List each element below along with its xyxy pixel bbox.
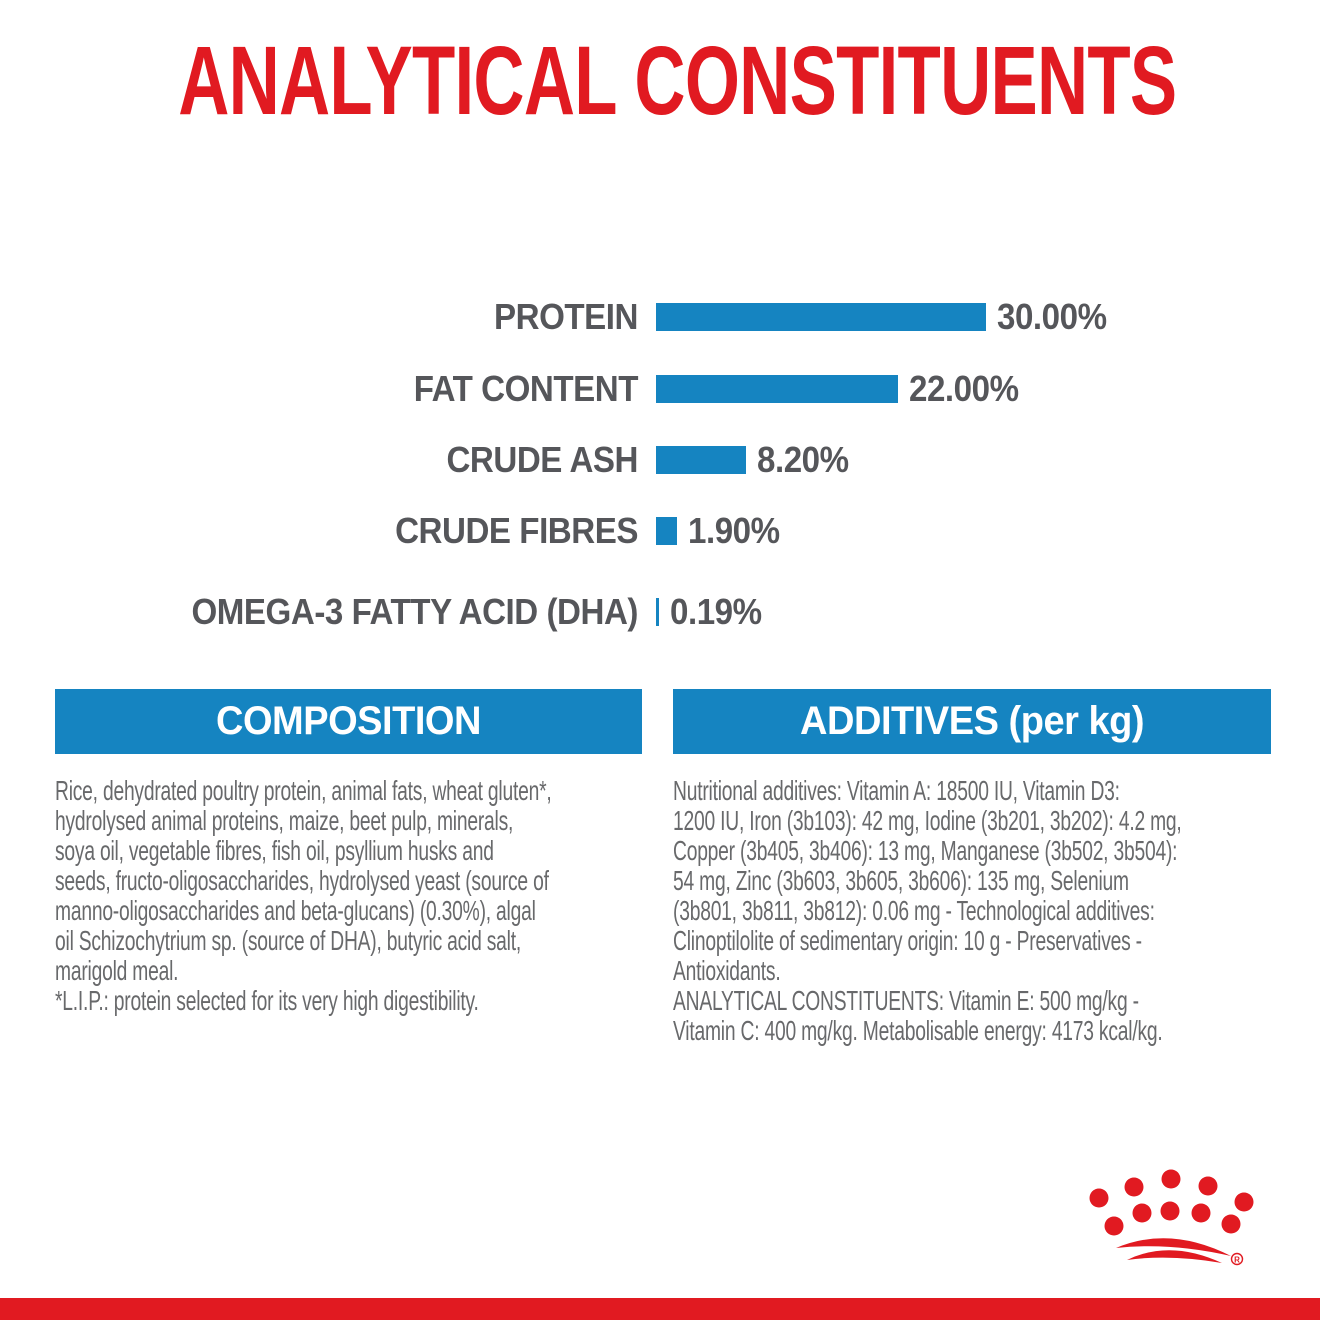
chart-row-label: PROTEIN <box>494 296 638 337</box>
additives-header: ADDITIVES (per kg) <box>673 689 1271 754</box>
chart-bar <box>656 598 659 626</box>
chart-row-fat-content: FAT CONTENT 22.00% <box>0 367 1320 411</box>
royal-canin-crown-logo: R <box>1089 1169 1254 1266</box>
chart-bar <box>656 446 747 474</box>
chart-row-value: 30.00% <box>997 296 1107 337</box>
chart-row-crude-fibres: CRUDE FIBRES 1.90% <box>0 509 1320 553</box>
chart-bar <box>656 517 677 545</box>
crown-dots <box>1089 1169 1254 1236</box>
additives-body-text: Nutritional additives: Vitamin A: 18500 … <box>673 775 1182 1046</box>
chart-bar <box>656 303 986 331</box>
chart-bar <box>656 375 898 403</box>
chart-row-value: 1.90% <box>687 510 780 551</box>
page-title: ANALYTICAL CONSTITUENTS <box>178 26 1177 135</box>
composition-header-label: COMPOSITION <box>215 699 481 743</box>
chart-row-value: 22.00% <box>909 368 1019 409</box>
chart-row-value: 0.19% <box>670 591 762 632</box>
crown-swooshes <box>1116 1238 1231 1263</box>
bottom-red-bar <box>0 1298 1320 1320</box>
composition-body-text: Rice, dehydrated poultry protein, animal… <box>55 775 552 1016</box>
chart-row-value: 8.20% <box>757 439 849 480</box>
composition-header: COMPOSITION <box>55 689 642 754</box>
chart-row-label: CRUDE ASH <box>446 439 638 480</box>
chart-row-protein: PROTEIN 30.00% <box>0 295 1320 339</box>
registered-trademark-icon: R <box>1230 1252 1244 1266</box>
svg-text:R: R <box>1234 1256 1240 1265</box>
chart-row-label: CRUDE FIBRES <box>395 510 638 551</box>
chart-row-omega3-dha: OMEGA-3 FATTY ACID (DHA) 0.19% <box>0 590 1320 634</box>
chart-row-crude-ash: CRUDE ASH 8.20% <box>0 438 1320 482</box>
chart-row-label: OMEGA-3 FATTY ACID (DHA) <box>191 591 638 632</box>
additives-header-label: ADDITIVES (per kg) <box>799 699 1145 743</box>
chart-row-label: FAT CONTENT <box>413 368 639 409</box>
